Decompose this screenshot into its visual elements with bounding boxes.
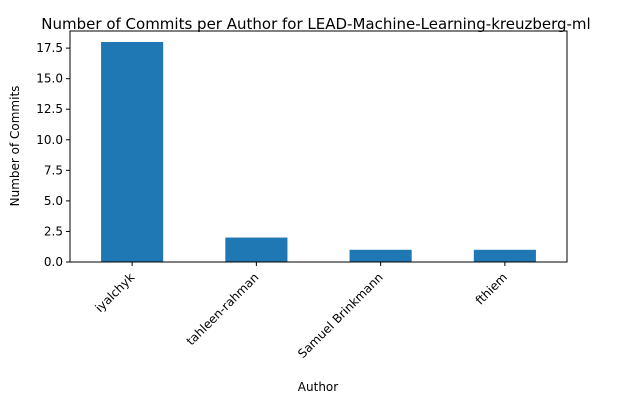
chart-title: Number of Commits per Author for LEAD-Ma…	[41, 15, 590, 33]
y-tick-label: 10.0	[36, 133, 63, 147]
x-axis-label: Author	[298, 380, 338, 394]
x-tick-label: fthiem	[473, 270, 510, 307]
y-tick-label: 15.0	[36, 72, 63, 86]
y-axis-label: Number of Commits	[8, 86, 22, 207]
x-tick-label: tahleen-rahman	[184, 270, 262, 348]
x-tick-label: iyalchyk	[92, 270, 137, 315]
bar-fthiem	[473, 249, 536, 262]
y-tick-label: 12.5	[36, 102, 63, 116]
y-tick-label: 5.0	[44, 194, 63, 208]
x-tick-label: Samuel Brinkmann	[295, 270, 386, 361]
plot-frame	[69, 30, 568, 263]
y-tick-label: 0.0	[44, 255, 63, 269]
bar-samuel-brinkmann	[349, 249, 412, 262]
y-tick-label: 2.5	[44, 224, 63, 238]
y-axis: 0.0 2.5 5.0 7.5 10.0 12.5 15.0 17.5	[36, 41, 70, 269]
y-tick-label: 7.5	[44, 163, 63, 177]
bar-iyalchyk	[101, 42, 164, 262]
x-axis: iyalchyk tahleen-rahman Samuel Brinkmann ft…	[92, 262, 510, 361]
y-tick-label: 17.5	[36, 41, 63, 55]
bar-tahleen-rahman	[225, 237, 288, 262]
bars-group	[101, 42, 536, 262]
